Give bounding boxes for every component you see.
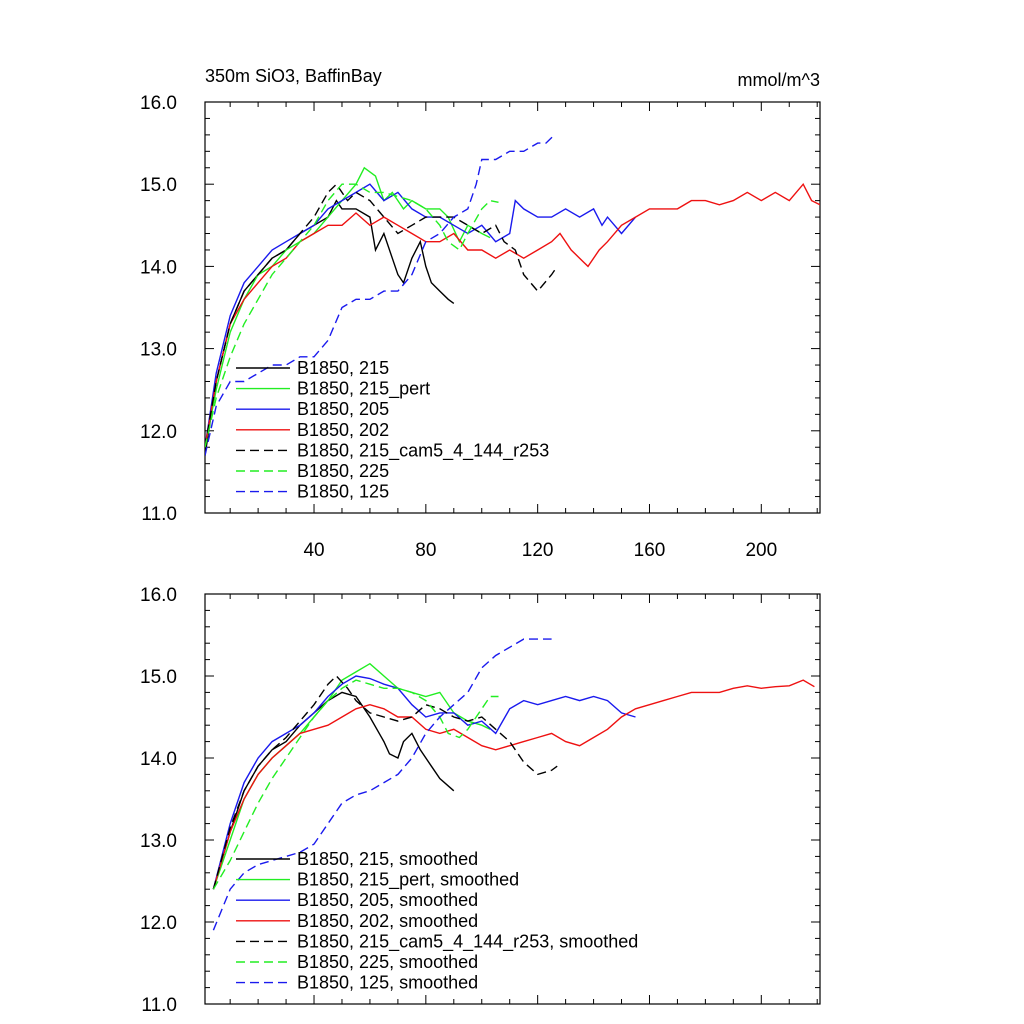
bottom-panel: 11.0 12.0 13.0 14.0 15.0 16.0 B1850, 215, smoo… — [140, 585, 821, 1016]
legend-label: B1850, 215 — [297, 358, 389, 378]
legend-label: B1850, 202 — [297, 420, 389, 440]
legend-label: B1850, 205, smoothed — [297, 890, 478, 910]
x-tick-label: 160 — [634, 540, 666, 561]
y-tick-label: 16.0 — [140, 585, 177, 606]
units-label: mmol/m^3 — [738, 70, 820, 90]
legend-label: B1850, 205 — [297, 399, 389, 419]
series-line-6 — [205, 134, 555, 456]
legend-label: B1850, 225 — [297, 461, 389, 481]
plot-frame — [204, 593, 821, 1005]
series-line-0 — [212, 691, 455, 890]
legend-label: B1850, 202, smoothed — [297, 911, 478, 931]
series-line-3 — [212, 679, 815, 890]
series-line-3 — [205, 182, 820, 448]
chart-title: 350m SiO3, BaffinBay — [205, 66, 382, 86]
y-tick-label: 11.0 — [141, 504, 177, 525]
series-line-4 — [205, 183, 558, 448]
x-tick-label: 40 — [303, 540, 324, 561]
plot-frame — [204, 101, 821, 514]
legend-label: B1850, 125 — [297, 482, 389, 502]
series-line-5 — [205, 183, 499, 448]
series-line-2 — [205, 183, 637, 448]
y-tick-label: 11.0 — [141, 995, 177, 1016]
x-tick-label: 200 — [745, 540, 777, 561]
series-line-2 — [212, 675, 636, 890]
y-tick-label: 12.0 — [140, 422, 177, 443]
x-tick-label: 120 — [522, 540, 554, 561]
y-tick-label: 14.0 — [140, 257, 177, 278]
y-tick-label: 13.0 — [140, 831, 177, 852]
legend-label: B1850, 225, smoothed — [297, 952, 478, 972]
y-tick-label: 14.0 — [140, 749, 177, 770]
series-line-5 — [212, 679, 499, 890]
series-line-4 — [212, 674, 558, 890]
y-tick-label: 15.0 — [140, 667, 177, 688]
y-tick-label: 13.0 — [140, 340, 177, 361]
y-tick-label: 12.0 — [140, 913, 177, 934]
legend-label: B1850, 215_pert, smoothed — [297, 870, 519, 891]
legend-label: B1850, 125, smoothed — [297, 973, 478, 993]
legend-label: B1850, 215, smoothed — [297, 849, 478, 869]
x-tick-label: 80 — [415, 540, 436, 561]
legend-label: B1850, 215_cam5_4_144_r253, smoothed — [297, 931, 638, 952]
series-line-6 — [212, 638, 552, 931]
legend-label: B1850, 215_cam5_4_144_r253 — [297, 440, 549, 461]
y-tick-label: 15.0 — [140, 175, 177, 196]
y-tick-label: 16.0 — [140, 93, 177, 114]
top-panel: 11.0 12.0 13.0 14.0 15.0 16.0 40 80 120 160 200 B18… — [140, 93, 821, 561]
legend-label: B1850, 215_pert — [297, 379, 430, 400]
